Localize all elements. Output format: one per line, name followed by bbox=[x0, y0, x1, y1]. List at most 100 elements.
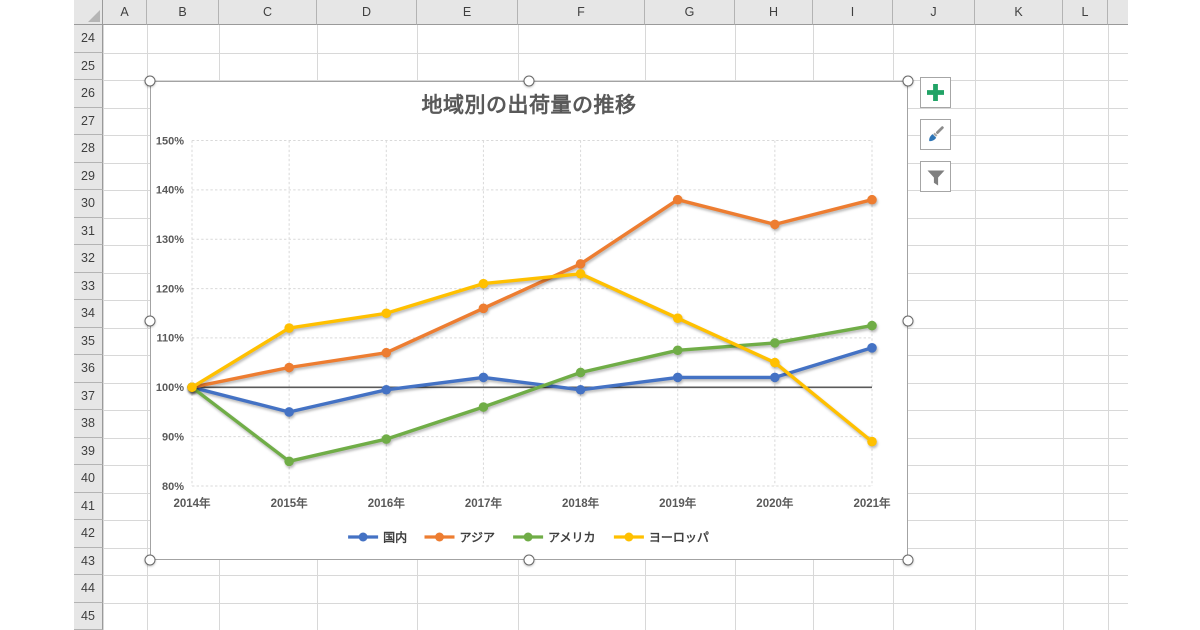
data-point[interactable] bbox=[575, 268, 586, 279]
selection-handle-s[interactable] bbox=[523, 554, 535, 566]
row-header-39[interactable]: 39 bbox=[74, 437, 103, 465]
data-point[interactable] bbox=[284, 456, 294, 467]
x-axis-tick-label[interactable]: 2018年 bbox=[562, 496, 600, 510]
column-header-d[interactable]: D bbox=[317, 0, 417, 25]
chart-title[interactable]: 地域別の出荷量の推移 bbox=[422, 93, 637, 117]
row-header-40[interactable]: 40 bbox=[74, 465, 103, 493]
column-header-f[interactable]: F bbox=[518, 0, 645, 25]
y-axis-tick-label[interactable]: 90% bbox=[162, 431, 184, 443]
column-header-h[interactable]: H bbox=[735, 0, 813, 25]
row-header-36[interactable]: 36 bbox=[74, 355, 103, 383]
data-point[interactable] bbox=[770, 338, 780, 348]
column-header-i[interactable]: I bbox=[813, 0, 893, 25]
row-header-44[interactable]: 44 bbox=[74, 575, 103, 603]
data-point[interactable] bbox=[867, 194, 877, 205]
data-point[interactable] bbox=[284, 362, 294, 373]
selection-handle-sw[interactable] bbox=[144, 554, 156, 566]
selection-handle-nw[interactable] bbox=[144, 75, 156, 87]
data-point[interactable] bbox=[672, 345, 683, 356]
data-point[interactable] bbox=[575, 259, 586, 269]
x-axis-tick-label[interactable]: 2016年 bbox=[368, 496, 406, 510]
data-point[interactable] bbox=[575, 384, 586, 395]
series-line[interactable] bbox=[190, 323, 874, 463]
line-chart[interactable]: 150% 140% 130% 120% 110% 100% 90% 80% 2014年 2015年… bbox=[150, 81, 908, 560]
y-axis-tick-label[interactable]: 110% bbox=[156, 333, 184, 345]
row-header-42[interactable]: 42 bbox=[74, 520, 103, 548]
row-header-35[interactable]: 35 bbox=[74, 327, 103, 355]
chart-elements-button[interactable] bbox=[920, 77, 951, 108]
series-line[interactable] bbox=[190, 198, 874, 389]
row-header-41[interactable]: 41 bbox=[74, 492, 103, 520]
series-1[interactable] bbox=[187, 194, 877, 393]
column-header-k[interactable]: K bbox=[975, 0, 1063, 25]
data-point[interactable] bbox=[770, 219, 780, 230]
data-point[interactable] bbox=[381, 384, 392, 395]
row-header-45[interactable]: 45 bbox=[74, 602, 103, 630]
x-axis-tick-label[interactable]: 2020年 bbox=[756, 496, 794, 510]
row-header-29[interactable]: 29 bbox=[74, 162, 103, 190]
legend-item-2[interactable]: アメリカ bbox=[513, 530, 596, 544]
y-axis-tick-label[interactable]: 80% bbox=[162, 481, 184, 493]
row-header-24[interactable]: 24 bbox=[74, 25, 103, 53]
chart-object[interactable]: 150% 140% 130% 120% 110% 100% 90% 80% 2014年 2015年… bbox=[150, 81, 908, 560]
column-header-g[interactable]: G bbox=[645, 0, 735, 25]
data-point[interactable] bbox=[867, 343, 877, 353]
selection-handle-e[interactable] bbox=[902, 315, 914, 326]
selection-handle-se[interactable] bbox=[902, 554, 914, 566]
column-header-a[interactable]: A bbox=[103, 0, 147, 25]
series-3[interactable] bbox=[187, 268, 877, 447]
data-point[interactable] bbox=[867, 320, 877, 331]
row-header-28[interactable]: 28 bbox=[74, 135, 103, 163]
select-all-corner[interactable] bbox=[74, 0, 103, 25]
data-point[interactable] bbox=[478, 402, 489, 412]
selection-handle-w[interactable] bbox=[144, 315, 156, 326]
x-axis-tick-label[interactable]: 2015年 bbox=[271, 496, 309, 510]
x-axis-tick-label[interactable]: 2014年 bbox=[173, 496, 211, 510]
data-point[interactable] bbox=[381, 434, 392, 444]
row-header-32[interactable]: 32 bbox=[74, 245, 103, 273]
column-header-l[interactable]: L bbox=[1063, 0, 1108, 25]
data-point[interactable] bbox=[381, 347, 392, 358]
data-point[interactable] bbox=[284, 323, 294, 333]
row-header-25[interactable]: 25 bbox=[74, 52, 103, 80]
data-point[interactable] bbox=[575, 367, 586, 378]
y-axis-tick-label[interactable]: 130% bbox=[156, 234, 184, 246]
row-header-26[interactable]: 26 bbox=[74, 80, 103, 108]
row-header-37[interactable]: 37 bbox=[74, 382, 103, 410]
row-header-27[interactable]: 27 bbox=[74, 107, 103, 135]
y-axis-tick-label[interactable]: 140% bbox=[156, 185, 184, 197]
column-header-j[interactable]: J bbox=[893, 0, 975, 25]
y-axis-tick-label[interactable]: 100% bbox=[156, 382, 184, 394]
data-point[interactable] bbox=[381, 308, 392, 319]
y-axis-tick-label[interactable]: 150% bbox=[156, 135, 184, 147]
data-point[interactable] bbox=[478, 278, 489, 289]
data-point[interactable] bbox=[284, 407, 294, 417]
data-point[interactable] bbox=[770, 372, 780, 383]
chart-filters-button[interactable] bbox=[920, 161, 951, 192]
data-point[interactable] bbox=[867, 436, 877, 447]
column-header-c[interactable]: C bbox=[219, 0, 317, 25]
row-header-30[interactable]: 30 bbox=[74, 190, 103, 218]
series-line[interactable] bbox=[190, 346, 874, 414]
data-point[interactable] bbox=[672, 313, 683, 323]
data-point[interactable] bbox=[770, 357, 780, 368]
row-header-31[interactable]: 31 bbox=[74, 217, 103, 245]
data-point[interactable] bbox=[672, 372, 683, 383]
legend-item-3[interactable]: ヨーロッパ bbox=[613, 530, 709, 544]
row-header-38[interactable]: 38 bbox=[74, 410, 103, 438]
row-header-34[interactable]: 34 bbox=[74, 300, 103, 328]
selection-handle-n[interactable] bbox=[523, 75, 535, 87]
x-axis-tick-label[interactable]: 2021年 bbox=[853, 496, 891, 510]
data-point[interactable] bbox=[478, 372, 489, 383]
legend-item-0[interactable]: 国内 bbox=[348, 529, 407, 544]
chart-styles-button[interactable] bbox=[920, 119, 951, 150]
data-point[interactable] bbox=[187, 382, 197, 393]
y-axis-tick-label[interactable]: 120% bbox=[156, 283, 184, 295]
data-point[interactable] bbox=[478, 303, 489, 314]
row-header-43[interactable]: 43 bbox=[74, 547, 103, 575]
selection-handle-ne[interactable] bbox=[902, 75, 914, 87]
row-header-33[interactable]: 33 bbox=[74, 272, 103, 300]
column-header-e[interactable]: E bbox=[417, 0, 518, 25]
x-axis-tick-label[interactable]: 2017年 bbox=[465, 496, 503, 510]
column-header-b[interactable]: B bbox=[147, 0, 219, 25]
